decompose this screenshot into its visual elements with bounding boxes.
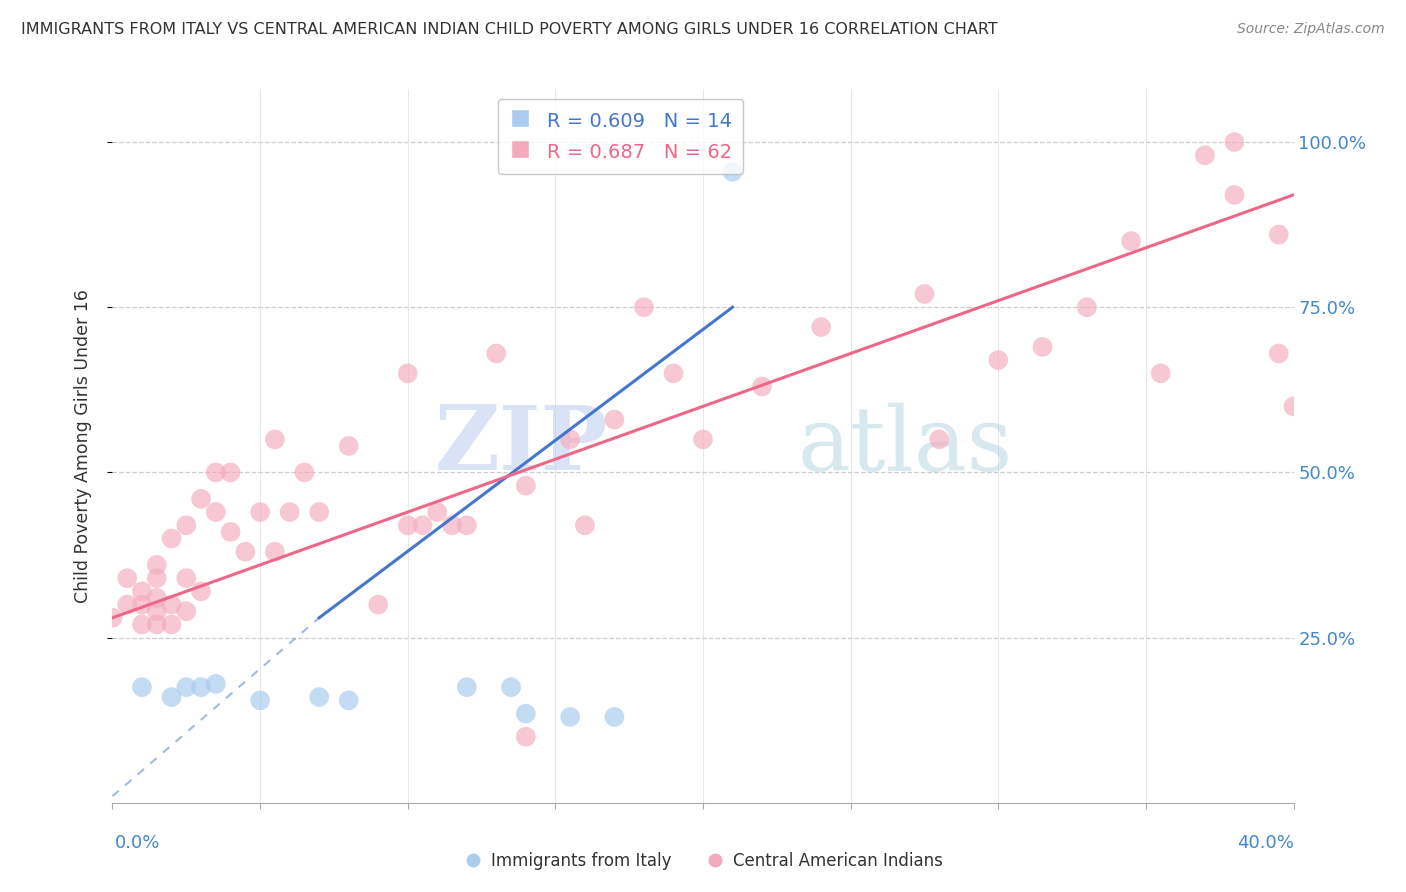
Point <box>146 558 169 572</box>
Point <box>190 680 212 694</box>
Point <box>146 604 169 618</box>
Point <box>1076 300 1098 314</box>
Point <box>558 433 582 447</box>
Point <box>633 300 655 314</box>
Point <box>160 532 183 546</box>
Point <box>101 611 124 625</box>
Point <box>233 545 256 559</box>
Point <box>337 693 360 707</box>
Point <box>160 598 183 612</box>
Point <box>1223 188 1246 202</box>
Point <box>1268 227 1291 242</box>
Point <box>721 165 744 179</box>
Legend: Immigrants from Italy, Central American Indians: Immigrants from Italy, Central American … <box>456 846 950 877</box>
Point <box>219 466 242 480</box>
Point <box>205 677 228 691</box>
Point <box>131 598 153 612</box>
Point <box>264 545 287 559</box>
Point <box>928 433 950 447</box>
Point <box>485 346 508 360</box>
Point <box>367 598 389 612</box>
Point <box>146 571 169 585</box>
Point <box>515 706 537 721</box>
Text: atlas: atlas <box>797 402 1012 490</box>
Point <box>810 320 832 334</box>
Point <box>1268 346 1291 360</box>
Point <box>146 617 169 632</box>
Point <box>205 505 228 519</box>
Point <box>574 518 596 533</box>
Point <box>1032 340 1054 354</box>
Text: 0.0%: 0.0% <box>115 834 160 852</box>
Point <box>456 680 478 694</box>
Point <box>501 680 523 694</box>
Text: IMMIGRANTS FROM ITALY VS CENTRAL AMERICAN INDIAN CHILD POVERTY AMONG GIRLS UNDER: IMMIGRANTS FROM ITALY VS CENTRAL AMERICA… <box>21 22 998 37</box>
Point <box>160 690 183 704</box>
Point <box>190 584 212 599</box>
Point <box>174 571 197 585</box>
Point <box>146 591 169 605</box>
Point <box>205 466 228 480</box>
Point <box>308 505 330 519</box>
Point <box>264 433 287 447</box>
Point <box>292 466 315 480</box>
Point <box>131 617 153 632</box>
Point <box>174 680 197 694</box>
Point <box>1282 400 1305 414</box>
Point <box>987 353 1010 368</box>
Point <box>1150 367 1173 381</box>
Point <box>426 505 449 519</box>
Text: ZIP: ZIP <box>434 402 609 490</box>
Point <box>131 584 153 599</box>
Text: Source: ZipAtlas.com: Source: ZipAtlas.com <box>1237 22 1385 37</box>
Point <box>308 690 330 704</box>
Point <box>1194 148 1216 162</box>
Text: 40.0%: 40.0% <box>1237 834 1294 852</box>
Point <box>174 604 197 618</box>
Point <box>603 710 626 724</box>
Point <box>411 518 433 533</box>
Point <box>337 439 360 453</box>
Point <box>603 412 626 426</box>
Y-axis label: Child Poverty Among Girls Under 16: Child Poverty Among Girls Under 16 <box>73 289 91 603</box>
Point <box>174 518 197 533</box>
Point <box>441 518 464 533</box>
Point <box>219 524 242 539</box>
Point <box>160 617 183 632</box>
Point <box>914 287 936 301</box>
Point <box>396 367 419 381</box>
Point <box>131 680 153 694</box>
Point <box>117 598 138 612</box>
Point <box>515 730 537 744</box>
Point <box>662 367 685 381</box>
Point <box>456 518 478 533</box>
Point <box>190 491 212 506</box>
Point <box>751 379 773 393</box>
Point <box>278 505 301 519</box>
Point <box>249 505 271 519</box>
Point <box>515 478 537 492</box>
Point <box>117 571 138 585</box>
Point <box>396 518 419 533</box>
Point <box>692 433 714 447</box>
Point <box>1223 135 1246 149</box>
Point <box>558 710 582 724</box>
Point <box>1119 234 1142 248</box>
Point <box>249 693 271 707</box>
